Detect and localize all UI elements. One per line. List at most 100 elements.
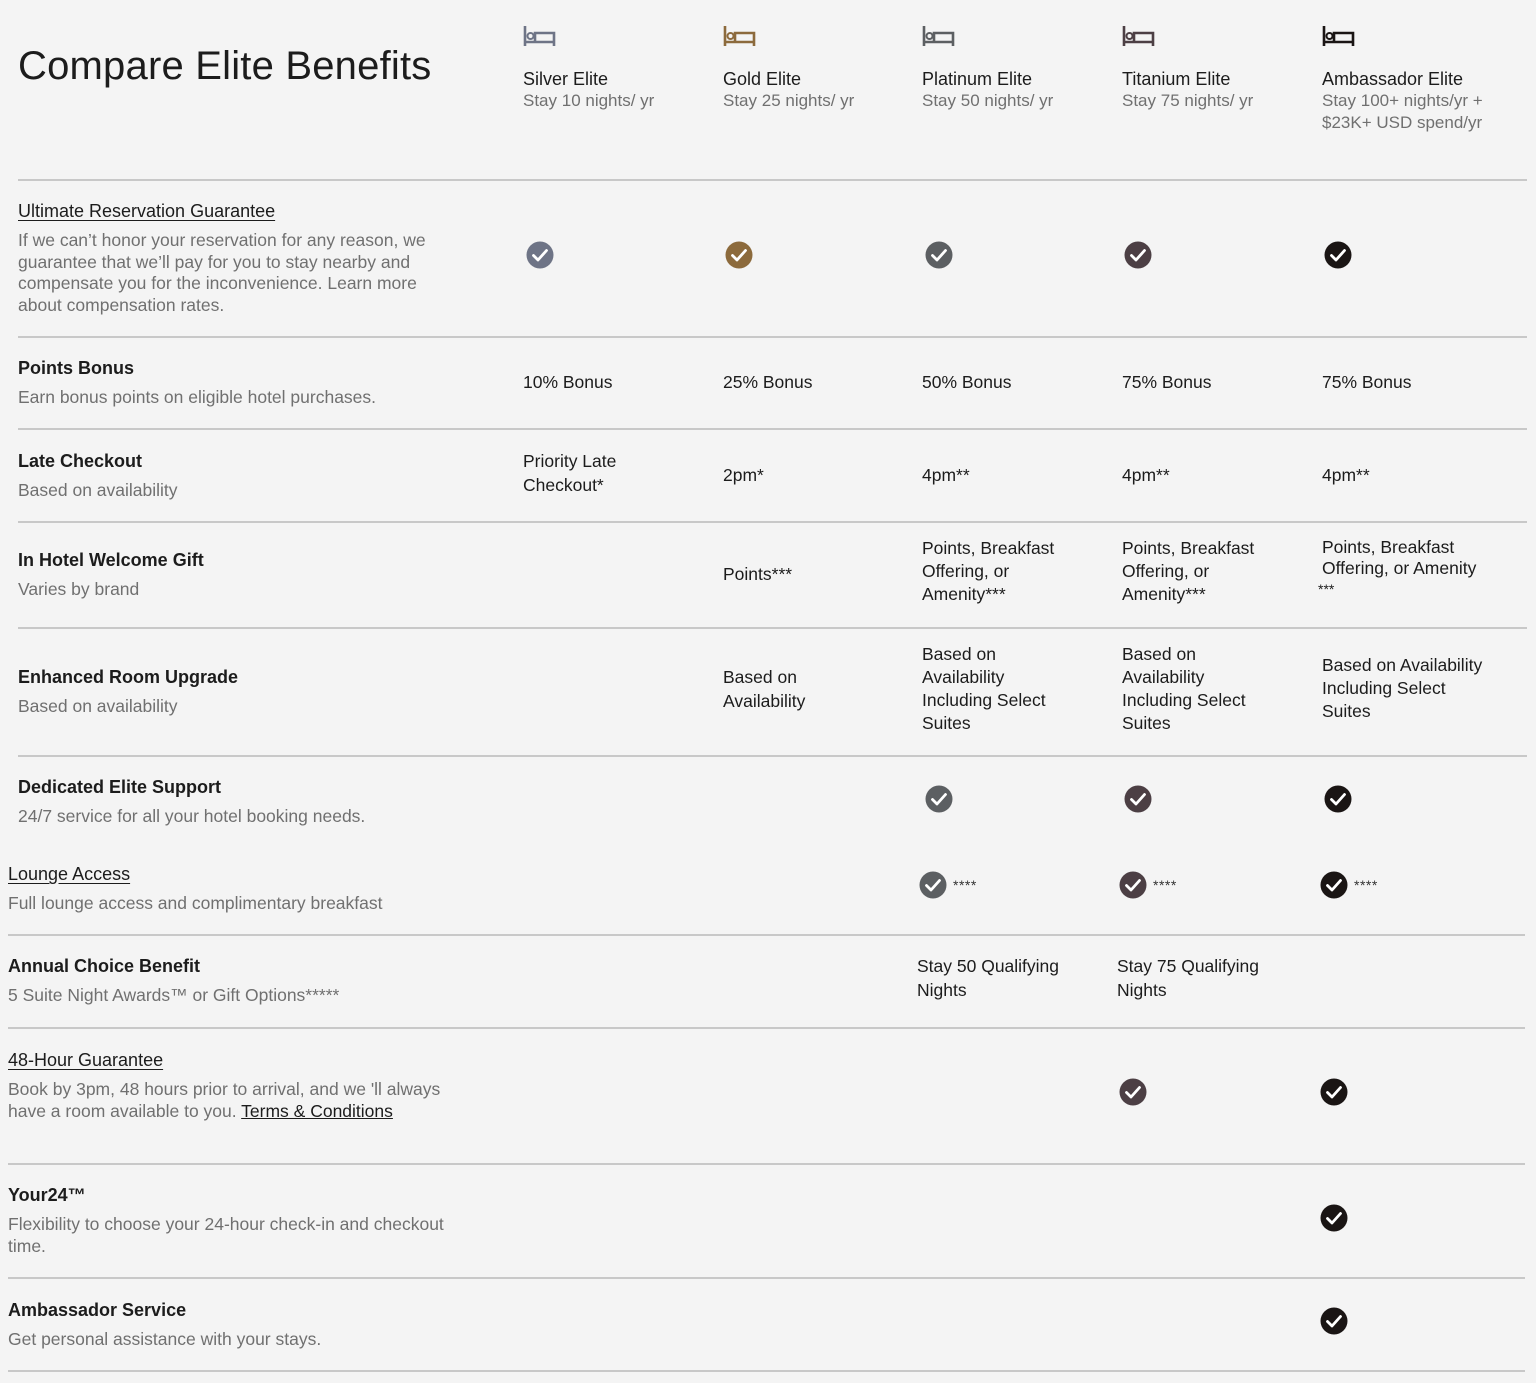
tier-gold-elite: Gold Elite Stay 25 nights/ yr <box>723 24 923 112</box>
benefit-description: 5 Suite Night Awards™ or Gift Options***… <box>8 985 340 1005</box>
cell-line: Offering, or Amenity <box>1322 558 1477 578</box>
cell-line: Suites <box>922 713 971 733</box>
divider <box>8 1277 1525 1279</box>
tier-name: Ambassador Elite <box>1322 69 1464 89</box>
tier-requirement: Stay 100+ nights/yr + $23K+ USD spend/yr <box>1322 91 1483 132</box>
footnote-marker: **** <box>1153 877 1177 893</box>
benefit-name-ambassador-service: Ambassador Service <box>8 1300 187 1320</box>
cell-value: 4pm** <box>1322 465 1370 485</box>
benefit-name-enhanced-room-upgrade: Enhanced Room Upgrade <box>18 667 239 687</box>
cell-value: Based on Availability Including Select S… <box>922 643 1046 735</box>
benefit-description: Full lounge access and complimentary bre… <box>8 893 383 913</box>
cell-line: Nights <box>917 980 967 1000</box>
benefit-description: Book by 3pm, 48 hours prior to arrival, … <box>8 1079 448 1122</box>
divider <box>18 627 1527 629</box>
benefit-description: Based on availability <box>18 696 178 716</box>
cell-line: Checkout* <box>523 475 604 495</box>
cell-line: Offering, or <box>1122 561 1210 581</box>
check-circle-icon <box>1320 1204 1348 1232</box>
tier-ambassador-elite: Ambassador Elite Stay 100+ nights/yr + $… <box>1322 24 1522 133</box>
tier-requirement: Stay 75 nights/ yr <box>1122 91 1254 110</box>
tier-name: Gold Elite <box>723 69 802 89</box>
check-circle-icon <box>1119 1078 1147 1106</box>
check-circle-icon <box>919 871 947 899</box>
cell-line: Suites <box>1322 701 1371 721</box>
cell-value: 25% Bonus <box>723 372 813 392</box>
benefit-description: 24/7 service for all your hotel booking … <box>18 806 366 826</box>
cell-value: Points, Breakfast Offering, or Amenity**… <box>1122 537 1254 606</box>
footnote-marker: **** <box>1354 877 1378 893</box>
benefit-description: Get personal assistance with your stays. <box>8 1329 322 1349</box>
bed-icon <box>922 24 956 48</box>
check-circle-icon <box>925 241 953 269</box>
check-circle-icon <box>1124 785 1152 813</box>
cell-value: Stay 50 Qualifying Nights <box>917 954 1059 1002</box>
cell-value: 4pm** <box>922 465 970 485</box>
benefit-name-dedicated-elite-support: Dedicated Elite Support <box>18 777 222 797</box>
benefit-name-lounge-access[interactable]: Lounge Access <box>8 864 131 884</box>
cell-value: 2pm* <box>723 465 764 485</box>
cell-line: Amenity*** <box>1122 584 1206 604</box>
benefit-name-annual-choice-benefit: Annual Choice Benefit <box>8 956 201 976</box>
divider <box>18 336 1527 338</box>
cell-line: Including Select <box>1322 678 1446 698</box>
check-circle-icon <box>526 241 554 269</box>
cell-value: 10% Bonus <box>523 372 613 392</box>
check-circle-icon <box>1119 871 1147 899</box>
cell-line: Stay 50 Qualifying <box>917 956 1060 976</box>
cell-line: Points, Breakfast <box>922 538 1055 558</box>
cell-value: Points, Breakfast Offering, or Amenity *… <box>1318 537 1477 600</box>
cell-line: *** <box>1318 581 1335 597</box>
tier-name: Titanium Elite <box>1122 69 1231 89</box>
benefit-description: Varies by brand <box>18 579 140 599</box>
check-circle-icon <box>925 785 953 813</box>
cell-line: Offering, or <box>922 561 1010 581</box>
cell-line: Including Select <box>922 690 1046 710</box>
cell-line: Points, Breakfast <box>1322 537 1455 557</box>
check-circle-icon <box>725 241 753 269</box>
cell-value: 75% Bonus <box>1322 372 1412 392</box>
bed-icon <box>723 24 757 48</box>
cell-line: Based on Availability <box>1322 655 1483 675</box>
cell-value: Based on Availability Including Select S… <box>1122 643 1246 735</box>
terms-and-conditions-link[interactable]: Terms & Conditions <box>241 1100 393 1121</box>
tier-name: Platinum Elite <box>922 69 1033 89</box>
tier-name: Silver Elite <box>523 69 609 89</box>
cell-line: Availability <box>723 691 806 711</box>
benefit-name-in-hotel-welcome-gift: In Hotel Welcome Gift <box>18 550 204 570</box>
benefit-name-ultimate-reservation-guarantee[interactable]: Ultimate Reservation Guarantee <box>18 201 276 221</box>
cell-value: 75% Bonus <box>1122 372 1212 392</box>
page-title: Compare Elite Benefits <box>18 44 432 88</box>
footnote-marker: **** <box>953 877 977 893</box>
divider <box>8 1370 1525 1372</box>
check-circle-icon <box>1124 241 1152 269</box>
divider <box>8 934 1525 936</box>
benefit-name-48-hour-guarantee[interactable]: 48-Hour Guarantee <box>8 1050 164 1070</box>
benefit-name-points-bonus: Points Bonus <box>18 358 134 378</box>
bed-icon <box>1322 24 1356 48</box>
check-circle-icon <box>1324 241 1352 269</box>
cell-line: Based on <box>922 644 996 664</box>
divider <box>8 1027 1525 1029</box>
benefit-description: Earn bonus points on eligible hotel purc… <box>18 387 377 407</box>
cell-value: Priority Late Checkout* <box>523 449 616 497</box>
tier-platinum-elite: Platinum Elite Stay 50 nights/ yr <box>922 24 1122 112</box>
check-circle-icon <box>1324 785 1352 813</box>
bed-icon <box>523 24 557 48</box>
check-circle-icon <box>1320 1078 1348 1106</box>
cell-line: Stay 75 Qualifying <box>1117 956 1260 976</box>
divider <box>18 521 1527 523</box>
cell-value: Based on Availability <box>723 665 805 713</box>
cell-value: Stay 75 Qualifying Nights <box>1117 954 1259 1002</box>
tier-titanium-elite: Titanium Elite Stay 75 nights/ yr <box>1122 24 1322 112</box>
bed-icon <box>1122 24 1156 48</box>
cell-value: 50% Bonus <box>922 372 1012 392</box>
cell-value: 4pm** <box>1122 465 1170 485</box>
cell-line: Amenity*** <box>922 584 1006 604</box>
benefit-description: If we can’t honor your reservation for a… <box>18 230 426 315</box>
benefit-description: Based on availability <box>18 480 178 500</box>
cell-line: Based on <box>1122 644 1196 664</box>
divider <box>18 179 1527 181</box>
cell-value: Based on Availability Including Select S… <box>1322 654 1482 723</box>
cell-value: Points, Breakfast Offering, or Amenity**… <box>922 537 1054 606</box>
